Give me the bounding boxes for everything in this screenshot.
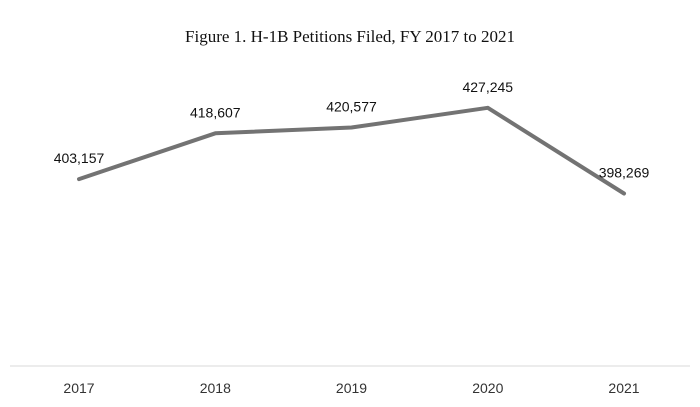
data-label: 418,607 xyxy=(190,104,241,120)
data-label: 427,245 xyxy=(462,79,513,95)
data-label: 403,157 xyxy=(54,150,105,166)
data-label: 398,269 xyxy=(599,165,650,181)
x-tick-label: 2019 xyxy=(336,380,367,396)
x-tick-label: 2021 xyxy=(608,380,639,396)
chart-marks: 403,157 418,607 420,577 427,245 398,269 2017 2… xyxy=(54,79,650,396)
chart-title: Figure 1. H-1B Petitions Filed, FY 2017 … xyxy=(185,27,515,46)
data-label: 420,577 xyxy=(326,99,377,115)
x-tick-label: 2017 xyxy=(63,380,94,396)
series-line xyxy=(77,105,626,196)
x-tick-label: 2018 xyxy=(200,380,231,396)
x-tick-label: 2020 xyxy=(472,380,503,396)
